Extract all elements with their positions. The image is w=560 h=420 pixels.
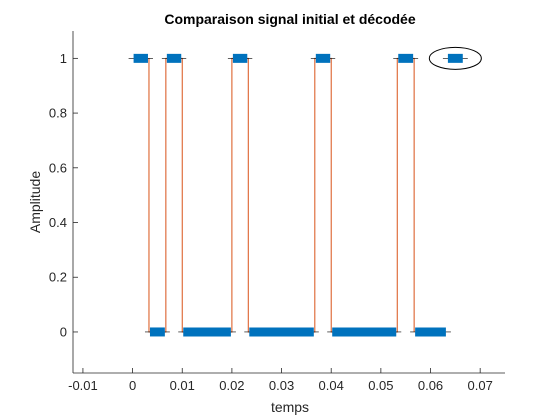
y-tick-label-3: 0.6 — [49, 160, 67, 175]
x-tick-label-2: 0.01 — [170, 378, 195, 393]
y-tick-label-4: 0.8 — [49, 106, 67, 121]
axes-layer: -0.01 0 0.01 0.02 0.03 0.04 0.05 0.06 0.07 0 0.2 0.… — [49, 31, 505, 393]
annotation-ellipse — [428, 46, 482, 70]
x-axis-label: temps — [271, 399, 309, 415]
x-tick-label-8: 0.07 — [468, 378, 493, 393]
series-layer — [128, 46, 482, 337]
y-tick-label-0: 0 — [60, 324, 67, 339]
y-axis-label: Amplitude — [27, 171, 43, 233]
x-tick-label-5: 0.04 — [319, 378, 344, 393]
y-tick-label-1: 0.2 — [49, 270, 67, 285]
plot-background — [73, 31, 505, 373]
step-line-series-0 — [148, 57, 415, 333]
y-tick-label-2: 0.4 — [49, 215, 67, 230]
labels-layer: Comparaison signal initial et décodée te… — [27, 11, 416, 415]
x-tick-label-3: 0.02 — [219, 378, 244, 393]
plot-area — [73, 31, 505, 373]
x-tick-label-6: 0.05 — [368, 378, 393, 393]
x-tick-label-0: -0.01 — [68, 378, 98, 393]
y-tick-label-5: 1 — [60, 51, 67, 66]
x-tick-label-1: 0 — [129, 378, 136, 393]
x-tick-label-4: 0.03 — [269, 378, 294, 393]
x-tick-label-7: 0.06 — [418, 378, 443, 393]
chart-title: Comparaison signal initial et décodée — [164, 11, 415, 27]
